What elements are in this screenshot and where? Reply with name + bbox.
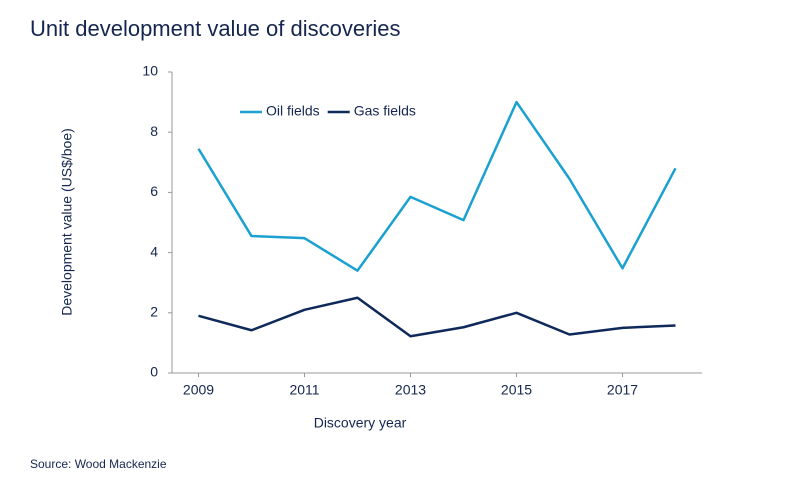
y-tick-label: 10 — [142, 63, 158, 79]
y-tick-label: 2 — [150, 304, 158, 320]
x-axis-label: Discovery year — [314, 415, 407, 431]
legend-label: Oil fields — [266, 103, 320, 119]
x-tick-label: 2017 — [607, 382, 638, 398]
x-tick-label: 2009 — [183, 382, 214, 398]
x-tick-label: 2013 — [395, 382, 426, 398]
chart-title: Unit development value of discoveries — [30, 16, 401, 41]
y-tick-label: 4 — [150, 243, 158, 259]
source: Source: Wood Mackenzie — [30, 457, 167, 471]
line-series — [197, 100, 677, 272]
legend-label: Gas fields — [354, 103, 416, 119]
line-series — [198, 296, 676, 338]
y-tick-label: 0 — [150, 364, 158, 380]
x-tick-label: 2011 — [289, 382, 319, 398]
x-tick-label: 2015 — [501, 382, 532, 398]
y-tick-label: 8 — [150, 123, 158, 139]
y-axis-label: Development value (US$/boe) — [59, 128, 75, 316]
y-tick-label: 6 — [150, 183, 158, 199]
